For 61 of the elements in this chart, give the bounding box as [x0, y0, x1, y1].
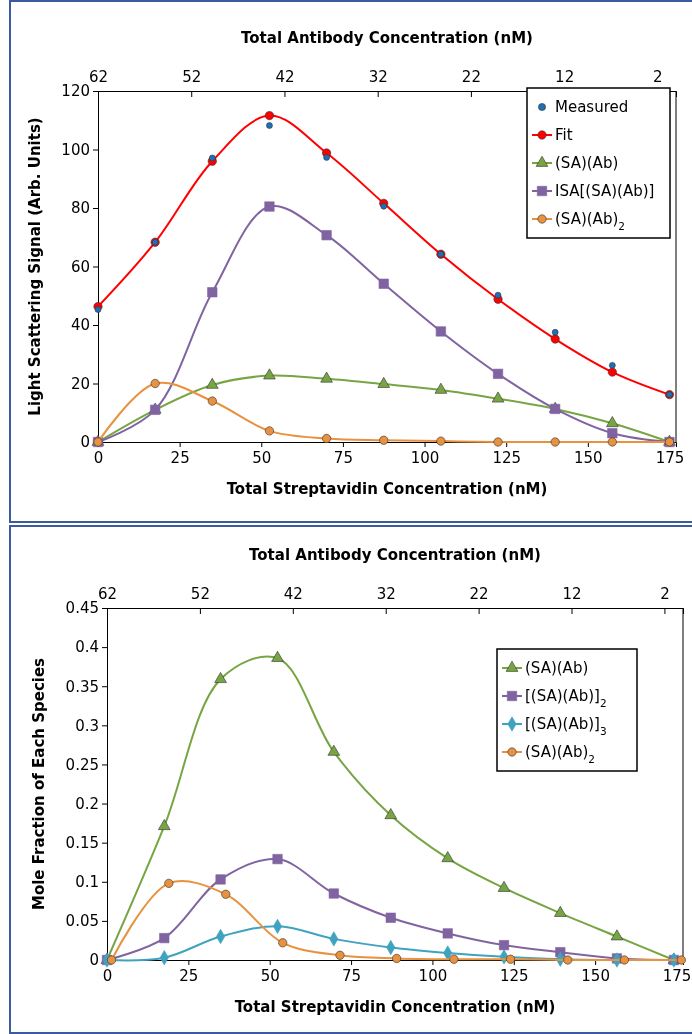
x-tick-label: 100: [410, 448, 440, 467]
legend-label: (SA)(Ab)$_{2}$: [525, 743, 595, 765]
x-tick-label: 175: [662, 966, 692, 985]
y-tick-label: 0.15: [65, 833, 99, 852]
y-tick-label: 120: [61, 82, 90, 101]
y-tick-label: 0.45: [65, 599, 99, 618]
y-tick-label: 80: [70, 199, 90, 218]
x2-tick-label: 52: [190, 585, 210, 603]
legend-label: [(SA)(Ab)]$_{2}$: [525, 687, 607, 709]
x-tick-label: 25: [170, 448, 190, 467]
x-tick-label: 150: [581, 966, 610, 985]
x-tick-label: 75: [342, 966, 362, 985]
legend-label: [(SA)(Ab)]$_{3}$: [525, 715, 607, 737]
x2-axis-title: Total Antibody Concentration (nM): [249, 546, 541, 564]
x-axis-title: Total Streptavidin Concentration (nM): [234, 998, 556, 1016]
x-tick-label: 100: [418, 966, 448, 985]
x2-tick-label: 22: [469, 585, 489, 603]
y-tick-label: 0.2: [75, 794, 99, 813]
x2-axis-title: Total Antibody Concentration (nM): [241, 29, 533, 47]
x-tick-label: 50: [252, 448, 272, 467]
x2-tick-label: 42: [275, 68, 295, 86]
x-tick-label: 0: [102, 966, 113, 985]
y-tick-label: 0.05: [65, 912, 99, 931]
y-tick-label: 40: [70, 316, 90, 335]
legend-label: ISA[(SA)(Ab)]: [555, 182, 655, 200]
x2-tick-label: 2: [653, 68, 663, 86]
y-axis-title: Mole Fraction of Each Species: [30, 657, 48, 911]
x-tick-label: 50: [260, 966, 280, 985]
x2-tick-label: 12: [555, 68, 575, 86]
x2-tick-label: 22: [461, 68, 481, 86]
x-tick-label: 150: [574, 448, 603, 467]
y-tick-label: 60: [70, 257, 90, 276]
x2-tick-label: 32: [376, 585, 396, 603]
x-tick-label: 125: [492, 448, 522, 467]
y-tick-label: 0.1: [75, 873, 99, 892]
x2-tick-label: 42: [283, 585, 303, 603]
x2-tick-label: 32: [368, 68, 388, 86]
legend-label: Fit: [555, 126, 573, 144]
y-tick-label: 0.4: [75, 638, 99, 657]
legend-label: (SA)(Ab): [555, 154, 619, 172]
y-tick-label: 0.3: [75, 716, 99, 735]
x2-tick-label: 12: [562, 585, 582, 603]
legend-label: (SA)(Ab)$_{2}$: [555, 210, 625, 232]
x-axis-title: Total Streptavidin Concentration (nM): [226, 480, 548, 498]
y-axis-title: Light Scattering Signal (Arb. Units): [26, 117, 44, 416]
x-tick-label: 125: [499, 966, 529, 985]
y-tick-label: 20: [70, 374, 90, 393]
y-tick-label: 0.25: [65, 755, 99, 774]
y-tick-label: 0.35: [65, 677, 99, 696]
x-tick-label: 25: [179, 966, 199, 985]
x2-tick-label: 62: [97, 585, 118, 603]
y-tick-label: 0: [89, 951, 99, 970]
x-tick-label: 175: [655, 448, 685, 467]
legend-label: Measured: [555, 98, 629, 116]
x2-tick-label: 62: [88, 68, 109, 86]
legend-label: (SA)(Ab): [525, 659, 589, 677]
y-tick-label: 0: [80, 433, 90, 452]
x2-tick-label: 2: [660, 585, 670, 603]
x-tick-label: 75: [333, 448, 353, 467]
y-tick-label: 100: [61, 140, 90, 159]
x2-tick-label: 52: [182, 68, 202, 86]
